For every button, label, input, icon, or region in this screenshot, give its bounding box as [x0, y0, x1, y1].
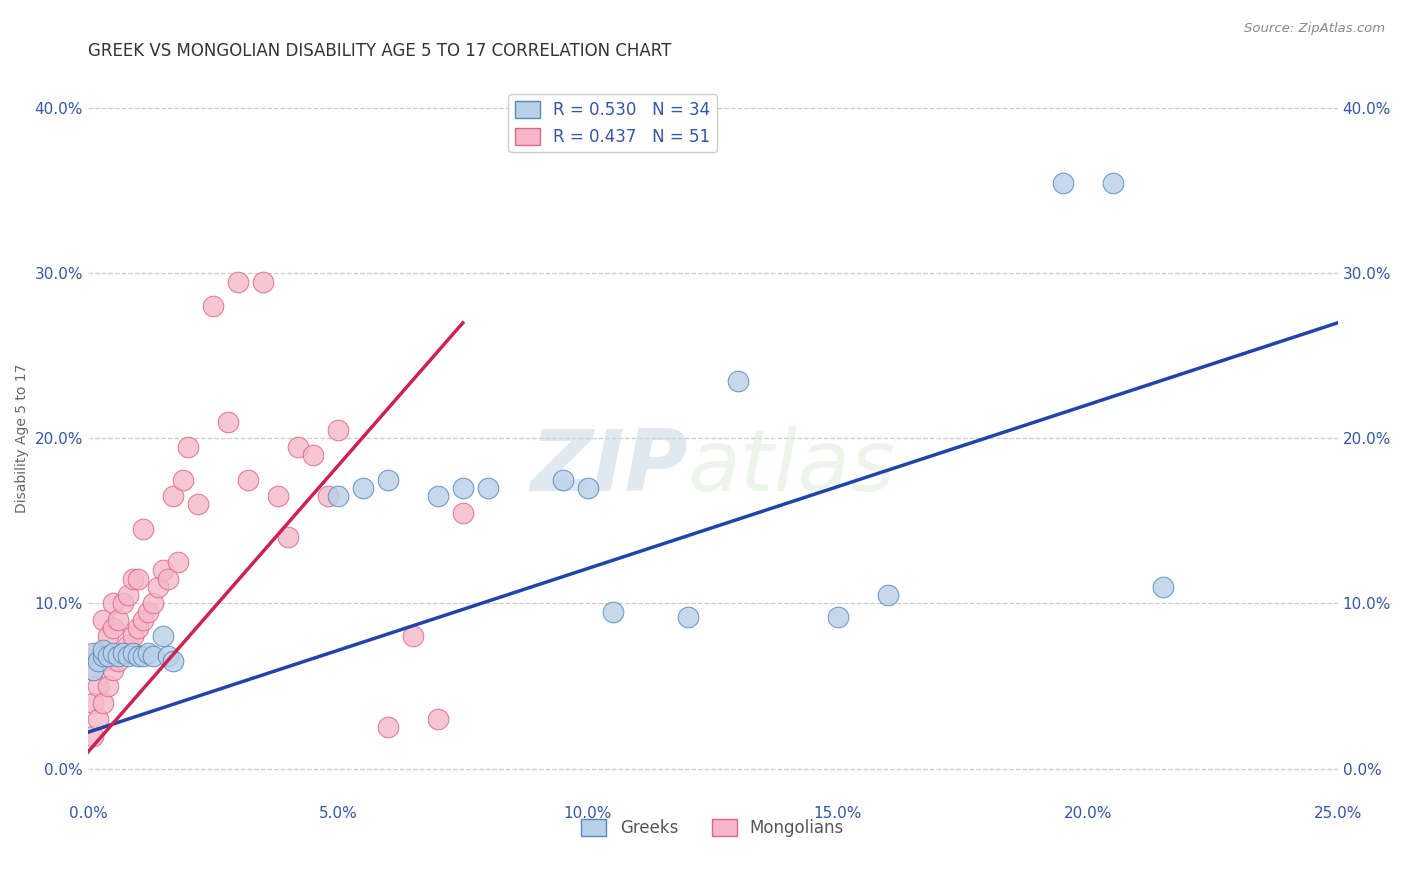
Point	[117, 649, 139, 664]
Point	[167, 555, 190, 569]
Point	[101, 621, 124, 635]
Point	[91, 649, 114, 664]
Point	[127, 621, 149, 635]
Point	[152, 630, 174, 644]
Point	[91, 696, 114, 710]
Point	[152, 564, 174, 578]
Text: GREEK VS MONGOLIAN DISABILITY AGE 5 TO 17 CORRELATION CHART: GREEK VS MONGOLIAN DISABILITY AGE 5 TO 1…	[89, 42, 671, 60]
Point	[326, 489, 349, 503]
Point	[451, 481, 474, 495]
Point	[551, 473, 574, 487]
Point	[101, 663, 124, 677]
Point	[162, 489, 184, 503]
Point	[402, 630, 425, 644]
Point	[91, 654, 114, 668]
Point	[111, 646, 134, 660]
Point	[132, 613, 155, 627]
Point	[326, 423, 349, 437]
Point	[156, 572, 179, 586]
Point	[177, 440, 200, 454]
Point	[727, 374, 749, 388]
Point	[316, 489, 339, 503]
Point	[87, 654, 110, 668]
Point	[111, 597, 134, 611]
Point	[146, 580, 169, 594]
Point	[82, 663, 104, 677]
Point	[142, 597, 165, 611]
Point	[107, 613, 129, 627]
Point	[236, 473, 259, 487]
Point	[352, 481, 374, 495]
Point	[97, 630, 120, 644]
Point	[602, 605, 624, 619]
Point	[162, 654, 184, 668]
Point	[156, 649, 179, 664]
Point	[252, 275, 274, 289]
Point	[91, 613, 114, 627]
Point	[302, 448, 325, 462]
Point	[451, 506, 474, 520]
Point	[1052, 176, 1074, 190]
Point	[827, 609, 849, 624]
Point	[876, 588, 898, 602]
Point	[267, 489, 290, 503]
Point	[107, 649, 129, 664]
Point	[172, 473, 194, 487]
Point	[82, 663, 104, 677]
Point	[187, 497, 209, 511]
Point	[576, 481, 599, 495]
Point	[122, 630, 145, 644]
Point	[97, 679, 120, 693]
Text: Source: ZipAtlas.com: Source: ZipAtlas.com	[1244, 22, 1385, 36]
Point	[101, 646, 124, 660]
Point	[97, 649, 120, 664]
Point	[91, 642, 114, 657]
Point	[127, 649, 149, 664]
Point	[377, 720, 399, 734]
Point	[117, 588, 139, 602]
Y-axis label: Disability Age 5 to 17: Disability Age 5 to 17	[15, 364, 30, 513]
Point	[87, 712, 110, 726]
Point	[287, 440, 309, 454]
Point	[132, 522, 155, 536]
Point	[122, 646, 145, 660]
Point	[117, 638, 139, 652]
Point	[277, 531, 299, 545]
Point	[217, 415, 239, 429]
Point	[136, 646, 159, 660]
Text: ZIP: ZIP	[530, 426, 688, 509]
Text: atlas: atlas	[688, 426, 896, 509]
Point	[111, 646, 134, 660]
Point	[201, 299, 224, 313]
Point	[426, 489, 449, 503]
Point	[87, 646, 110, 660]
Point	[1101, 176, 1123, 190]
Point	[377, 473, 399, 487]
Point	[122, 572, 145, 586]
Point	[426, 712, 449, 726]
Point	[82, 729, 104, 743]
Legend: Greeks, Mongolians: Greeks, Mongolians	[575, 813, 851, 844]
Point	[127, 572, 149, 586]
Point	[226, 275, 249, 289]
Point	[1152, 580, 1174, 594]
Point	[132, 649, 155, 664]
Point	[82, 646, 104, 660]
Point	[101, 597, 124, 611]
Point	[107, 654, 129, 668]
Point	[136, 605, 159, 619]
Point	[87, 679, 110, 693]
Point	[82, 696, 104, 710]
Point	[142, 649, 165, 664]
Point	[477, 481, 499, 495]
Point	[676, 609, 699, 624]
